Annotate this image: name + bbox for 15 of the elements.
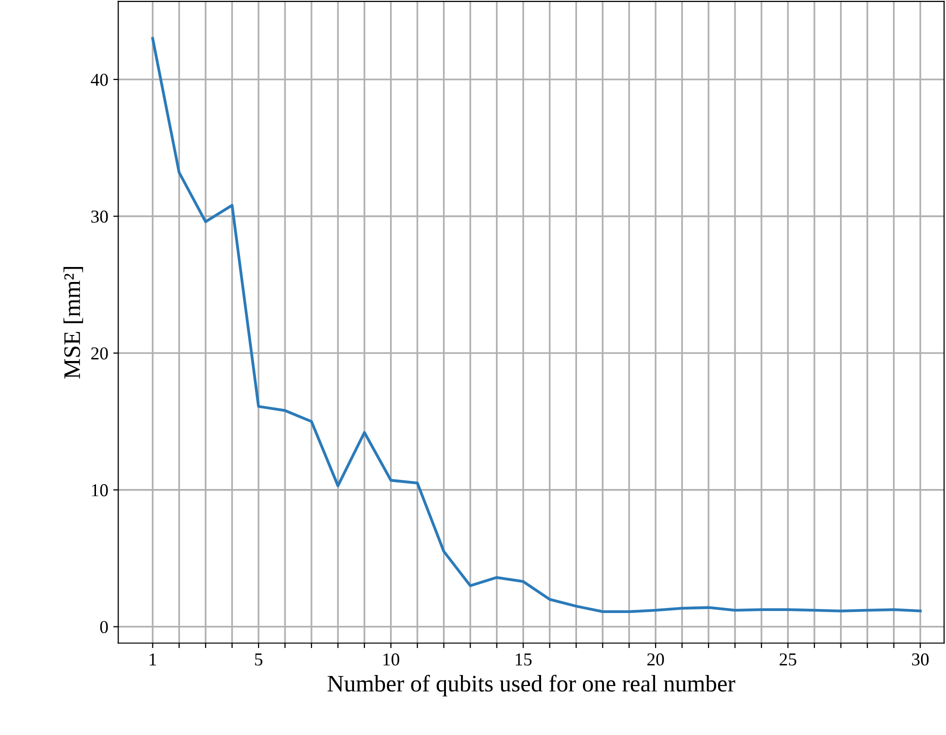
line-series xyxy=(151,37,922,614)
x-tick-label: 20 xyxy=(647,653,664,666)
x-tick-label: 15 xyxy=(516,653,532,666)
x-tick-label: 25 xyxy=(780,653,796,666)
x-tick-label: 10 xyxy=(383,653,400,666)
x-tick-label: 1 xyxy=(150,653,156,666)
y-tick-label: 30 xyxy=(91,210,108,223)
x-tick-label: 30 xyxy=(912,653,929,666)
y-tick-label: 0 xyxy=(100,620,108,634)
x-axis-title: Number of qubits used for one real number xyxy=(328,674,736,696)
y-tick-label: 10 xyxy=(92,484,108,496)
x-tick-label: 5 xyxy=(255,654,262,666)
y-axis-title: MSE [mm²] xyxy=(64,267,84,379)
y-tick-label: 40 xyxy=(90,74,108,86)
y-tick-label: 20 xyxy=(91,347,108,360)
